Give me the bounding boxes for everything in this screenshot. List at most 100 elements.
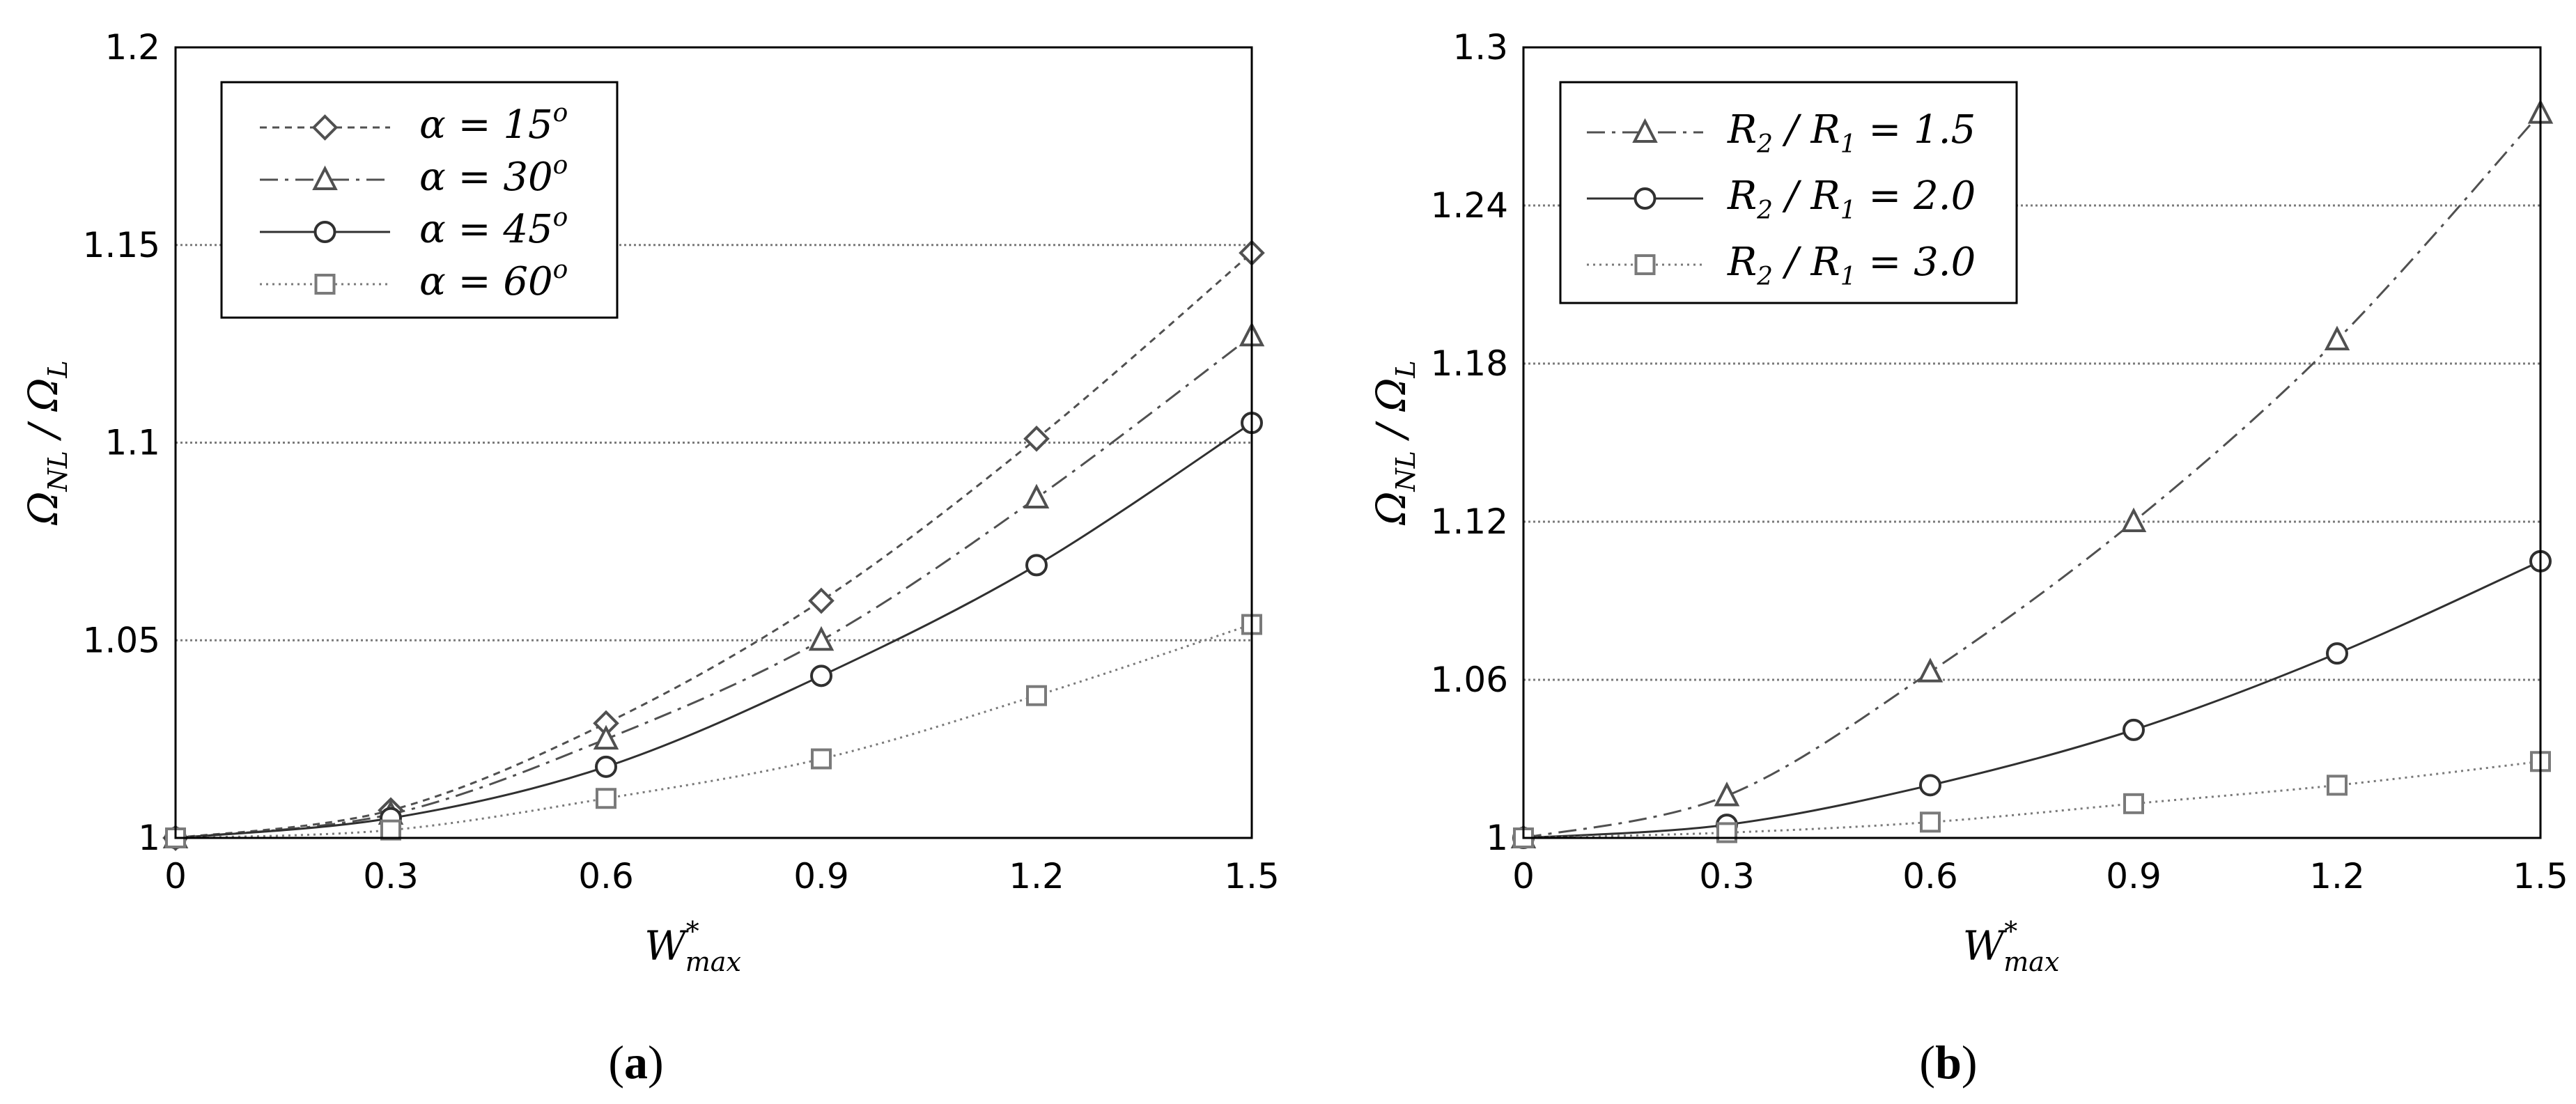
- x-tick-label: 0: [1512, 856, 1535, 896]
- legend-marker-triangle: [312, 165, 338, 190]
- y-tick-label: 1.06: [1431, 660, 1508, 700]
- y-axis-label-den-sub: L: [42, 360, 73, 378]
- series-line: [175, 251, 1252, 839]
- x-axis-label: W* max: [644, 916, 741, 977]
- x-axis-label-main: W: [1963, 922, 2008, 970]
- legend-marker-square: [314, 274, 336, 295]
- chart-panel-a: 0 0.3 0.6 0.9 1.2 1.5 1 1.05 1.1 1.15 1.2 W* max Ω…: [20, 27, 1280, 1089]
- x-tick-label: 0.9: [2106, 856, 2162, 896]
- legend: R2 / R1 = 1.5 R2 / R1 = 2.0 R2 / R1 = 3.…: [1559, 81, 2018, 304]
- legend-samples: [260, 114, 390, 295]
- y-tick-label: 1: [1486, 818, 1508, 858]
- y-axis-label-num-sub: NL: [42, 451, 73, 492]
- x-tick-label: 0.9: [793, 856, 849, 896]
- y-axis-label-den: Ω: [20, 378, 67, 412]
- data-point-triangle: [1714, 782, 1740, 807]
- data-point-square: [811, 748, 832, 770]
- y-axis-label-num: Ω: [1367, 492, 1415, 526]
- y-tick-label: 1.18: [1431, 343, 1508, 384]
- x-tick-label: 0.3: [363, 856, 419, 896]
- series-line: [175, 335, 1252, 839]
- data-point-circle: [1025, 554, 1048, 577]
- y-axis-label-num: Ω: [20, 492, 67, 526]
- data-point-circle: [810, 664, 832, 687]
- y-tick-label: 1.12: [1431, 502, 1508, 542]
- y-tick-label: 1.15: [83, 225, 160, 265]
- legend-box: [220, 81, 619, 319]
- data-point-square: [380, 819, 401, 841]
- y-tick-label: 1.1: [104, 423, 160, 463]
- series-line: [1523, 560, 2541, 839]
- legend-marker-circle: [1634, 187, 1656, 210]
- data-point-square: [2123, 793, 2144, 814]
- y-tick-labels: 1 1.06 1.12 1.18 1.24 1.3: [1431, 27, 1508, 858]
- x-axis-label-sup: *: [2004, 916, 2017, 947]
- data-point-square: [1716, 822, 1737, 843]
- data-point-circle: [2123, 718, 2145, 741]
- data-point-triangle: [2324, 325, 2350, 350]
- y-tick-label: 1.2: [104, 27, 160, 68]
- y-axis-label-sep: /: [1367, 412, 1415, 451]
- grid-lines: [176, 244, 1252, 642]
- data-point-triangle: [1917, 658, 1943, 683]
- data-series: [175, 251, 1252, 839]
- series-line: [1523, 760, 2541, 839]
- data-point-triangle: [2120, 507, 2147, 532]
- data-point-circle: [2326, 642, 2348, 665]
- grid-lines: [1523, 204, 2540, 681]
- legend-entry-1: R2 / R1 = 1.5: [1727, 107, 1976, 159]
- legend-entry-2: R2 / R1 = 2.0: [1727, 173, 1976, 225]
- y-axis-label-sep: /: [20, 412, 67, 451]
- chart-panel-b: 0 0.3 0.6 0.9 1.2 1.5 1 1.06 1.12 1.18 1.24 1.3 W*…: [1367, 27, 2568, 1089]
- data-point-square: [596, 788, 616, 809]
- legend-samples: [1587, 118, 1703, 275]
- data-point-diamond: [1023, 425, 1050, 452]
- y-tick-label: 1: [138, 818, 160, 858]
- data-point-square: [1920, 811, 1941, 833]
- data-point-triangle: [1023, 483, 1050, 508]
- data-point-circle: [595, 755, 617, 778]
- y-axis-label: ΩNL / ΩL: [20, 360, 73, 525]
- data-series: [1523, 112, 2542, 839]
- x-axis-label-sup: *: [686, 916, 699, 947]
- x-tick-label: 1.2: [1009, 856, 1064, 896]
- x-axis-label: W* max: [1963, 916, 2060, 977]
- y-axis-label-den: Ω: [1367, 378, 1415, 412]
- y-tick-labels: 1 1.05 1.1 1.15 1.2: [83, 27, 160, 858]
- data-points: [162, 240, 1265, 851]
- x-tick-label: 0.3: [1699, 856, 1755, 896]
- x-axis-label-sub: max: [2003, 947, 2059, 977]
- x-tick-label: 1.5: [2513, 856, 2568, 896]
- plot-frame: [1522, 46, 2542, 839]
- legend-marker-triangle: [1632, 118, 1658, 143]
- y-tick-label: 1.3: [1452, 27, 1508, 68]
- y-axis-label-num-sub: NL: [1390, 451, 1421, 492]
- data-point-square: [2327, 775, 2348, 796]
- data-point-circle: [1919, 774, 1941, 797]
- x-tick-label: 0.6: [578, 856, 634, 896]
- x-axis-label-sub: max: [685, 947, 741, 977]
- data-point-triangle: [593, 724, 619, 750]
- x-tick-labels: 0 0.3 0.6 0.9 1.2 1.5: [1512, 856, 2568, 896]
- caption-b: (b): [1919, 1036, 1977, 1089]
- y-tick-label: 1.05: [83, 620, 160, 660]
- legend-marker-circle: [313, 221, 336, 243]
- legend-entry-3: α = 45o: [419, 203, 568, 252]
- x-tick-label: 0: [164, 856, 187, 896]
- x-tick-label: 0.6: [1902, 856, 1958, 896]
- legend-marker-diamond: [311, 114, 339, 141]
- x-tick-label: 1.2: [2309, 856, 2365, 896]
- legend-marker-square: [1634, 254, 1656, 275]
- x-tick-labels: 0 0.3 0.6 0.9 1.2 1.5: [164, 856, 1280, 896]
- caption-a: (a): [608, 1036, 663, 1089]
- data-point-triangle: [808, 625, 835, 651]
- y-axis-label: ΩNL / ΩL: [1367, 360, 1421, 525]
- x-tick-label: 1.5: [1224, 856, 1280, 896]
- legend-entry-1: α = 15o: [419, 99, 568, 148]
- series-line: [1523, 112, 2542, 839]
- legend-entry-2: α = 30o: [419, 151, 568, 200]
- legend: α = 15o α = 30o α = 45o α = 60o: [220, 81, 619, 319]
- x-axis-label-main: W: [644, 922, 689, 970]
- plot-frame: [174, 46, 1253, 839]
